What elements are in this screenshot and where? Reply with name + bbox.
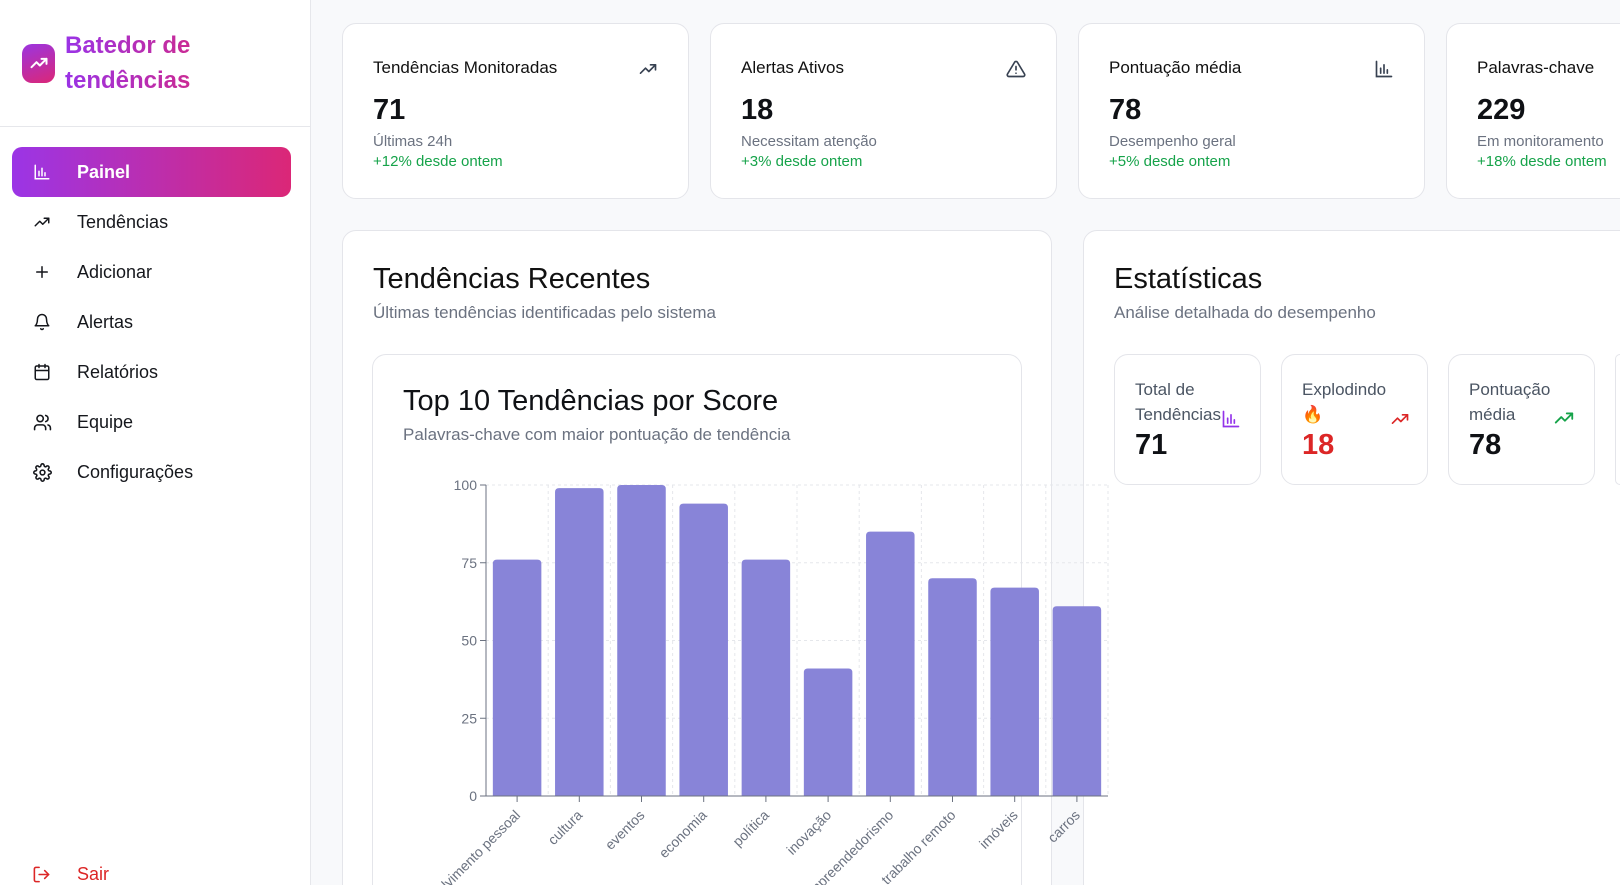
stat-title: Palavras-chave [1477, 58, 1595, 77]
trending-up-icon [638, 59, 658, 79]
brand[interactable]: Batedor de tendências [22, 28, 235, 98]
statistics-panel: Estatísticas Análise detalhada do desemp… [1083, 230, 1620, 885]
bell-icon [32, 312, 52, 332]
stat-title: Pontuação média [1109, 58, 1242, 77]
bar-0 [492, 559, 542, 796]
stat-title: Alertas Ativos [741, 58, 844, 77]
stat-card-alertas: Alertas Ativos 18 Necessitam atenção +3%… [710, 23, 1057, 199]
logout-button[interactable]: Sair [32, 864, 109, 885]
users-icon [32, 412, 52, 432]
bar-chart-icon [32, 162, 52, 182]
stat-mini-explodindo: Explodindo 🔥 18 [1281, 354, 1428, 485]
chart-title: Top 10 Tendências por Score [403, 385, 779, 417]
mini-value: 78 [1469, 429, 1502, 461]
bar-9 [1052, 606, 1102, 796]
x-tick-label: carros [1044, 807, 1083, 846]
sidebar-item-alertas[interactable]: Alertas [12, 297, 291, 347]
sidebar-item-painel[interactable]: Painel [12, 147, 291, 197]
sidebar-item-label: Relatórios [77, 361, 159, 382]
stat-delta: +5% desde ontem [1109, 153, 1231, 170]
stat-mini-pontuacao: Pontuação média 78 [1448, 354, 1595, 485]
logout-icon [32, 865, 52, 885]
x-tick-label: cultura [544, 807, 585, 848]
stat-delta: +18% desde ontem [1477, 153, 1607, 170]
x-tick-label: desenvolvimento pessoal [401, 807, 523, 885]
plus-icon [32, 262, 52, 282]
sidebar-item-tendencias[interactable]: Tendências [12, 197, 291, 247]
stat-subtitle: Em monitoramento [1477, 133, 1604, 150]
panel-subtitle: Análise detalhada do desempenho [1114, 303, 1376, 322]
stat-card-pontuacao: Pontuação média 78 Desempenho geral +5% … [1078, 23, 1425, 199]
stat-subtitle: Últimas 24h [373, 133, 453, 150]
bar-4 [741, 559, 791, 796]
mini-label: Total de Tendências [1135, 380, 1222, 424]
logout-label: Sair [77, 864, 110, 884]
stat-value: 71 [373, 94, 406, 126]
y-tick-label: 0 [469, 788, 477, 804]
sidebar-item-label: Equipe [77, 411, 134, 432]
sidebar: Batedor de tendências Painel Tendências … [0, 0, 311, 885]
bar-chart-icon [1221, 409, 1243, 431]
trending-up-icon [1553, 407, 1575, 429]
x-tick-label: política [729, 807, 772, 850]
bar-6 [866, 531, 915, 796]
alert-triangle-icon [1006, 59, 1026, 79]
bar-chart-icon [1374, 59, 1394, 79]
trending-up-icon [32, 212, 52, 232]
panel-subtitle: Últimas tendências identificadas pelo si… [373, 303, 717, 322]
mini-value: 71 [1135, 429, 1168, 461]
y-tick-label: 100 [454, 477, 478, 493]
bar-3 [679, 503, 728, 796]
bar-1 [555, 488, 604, 796]
mini-label: Explodindo 🔥 [1302, 380, 1387, 424]
sidebar-item-equipe[interactable]: Equipe [12, 397, 291, 447]
sidebar-item-label: Tendências [77, 211, 169, 232]
trending-up-icon [1390, 409, 1412, 431]
stat-subtitle: Desempenho geral [1109, 133, 1236, 150]
x-tick-label: inovação [783, 807, 834, 858]
stat-value: 18 [741, 94, 774, 126]
sidebar-item-configuracoes[interactable]: Configurações [12, 447, 291, 497]
sidebar-item-label: Adicionar [77, 261, 153, 282]
panel-title: Tendências Recentes [373, 263, 651, 295]
bar-8 [990, 587, 1039, 796]
sidebar-item-label: Configurações [77, 461, 194, 482]
stat-delta: +3% desde ontem [741, 153, 863, 170]
stat-subtitle: Necessitam atenção [741, 133, 877, 150]
mini-label: Pontuação média [1469, 380, 1551, 424]
trending-up-icon [22, 43, 55, 83]
bar-7 [928, 578, 977, 796]
sidebar-nav: Painel Tendências Adicionar Alertas Rela… [12, 147, 291, 497]
mini-value: 18 [1302, 429, 1335, 461]
stat-title: Tendências Monitoradas [373, 58, 558, 77]
sidebar-item-label: Painel [77, 161, 131, 182]
y-tick-label: 25 [461, 710, 477, 726]
panel-title: Estatísticas [1114, 263, 1263, 295]
y-tick-label: 75 [461, 555, 477, 571]
x-tick-label: eventos [602, 807, 648, 853]
divider [0, 126, 311, 127]
x-tick-label: economia [656, 807, 710, 861]
app-title: Batedor de tendências [65, 28, 235, 98]
stat-value: 229 [1477, 94, 1526, 126]
stat-mini-partial [1615, 354, 1620, 485]
stat-card-tendencias: Tendências Monitoradas 71 Últimas 24h +1… [342, 23, 689, 199]
gear-icon [32, 462, 52, 482]
bar-5 [803, 668, 853, 796]
sidebar-item-relatorios[interactable]: Relatórios [12, 347, 291, 397]
x-labels: desenvolvimento pessoal cultura eventos eco… [401, 807, 1083, 885]
stat-value: 78 [1109, 94, 1142, 126]
sidebar-item-adicionar[interactable]: Adicionar [12, 247, 291, 297]
calendar-icon [32, 362, 52, 382]
sidebar-item-label: Alertas [77, 311, 134, 332]
stat-mini-total: Total de Tendências 71 [1114, 354, 1261, 485]
x-tick-label: imóveis [976, 807, 1021, 852]
chart-subtitle: Palavras-chave com maior pontuação de te… [403, 425, 791, 444]
bar-2 [617, 485, 666, 796]
stat-delta: +12% desde ontem [373, 153, 503, 170]
y-tick-label: 50 [461, 633, 477, 649]
stat-card-palavras: Palavras-chave 229 Em monitoramento +18%… [1446, 23, 1620, 199]
